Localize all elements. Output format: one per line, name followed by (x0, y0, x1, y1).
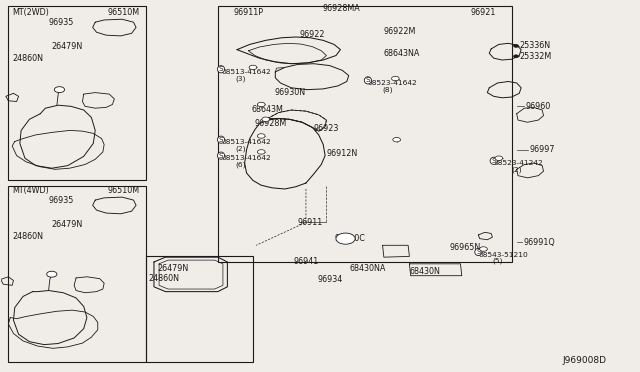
Text: 68643NA: 68643NA (384, 49, 420, 58)
Text: 96965N: 96965N (450, 243, 481, 251)
Text: 08513-41642: 08513-41642 (221, 69, 271, 75)
Text: 08543-51210: 08543-51210 (478, 251, 528, 257)
Text: S: S (219, 137, 223, 143)
Text: 96921: 96921 (470, 8, 495, 17)
Bar (8, 186, 147, 362)
Text: 08513-41642: 08513-41642 (221, 139, 271, 145)
Text: S: S (365, 77, 370, 83)
Circle shape (249, 65, 257, 70)
Text: 96922M: 96922M (384, 26, 416, 36)
Text: 96935: 96935 (49, 196, 74, 205)
Text: 96510M: 96510M (108, 186, 140, 195)
Text: 96934: 96934 (317, 275, 342, 284)
Text: (5): (5) (492, 258, 503, 264)
Text: 68430NA: 68430NA (349, 264, 386, 273)
Text: 08513-41642: 08513-41642 (221, 155, 271, 161)
Text: 96960: 96960 (525, 102, 551, 111)
Text: (3): (3) (236, 75, 246, 82)
Text: 96910C: 96910C (334, 234, 365, 243)
Text: 25336N: 25336N (519, 41, 550, 51)
Text: 96928MA: 96928MA (323, 4, 360, 13)
Text: 68643M: 68643M (251, 105, 283, 114)
Circle shape (336, 233, 355, 244)
Circle shape (479, 247, 487, 251)
Text: (8): (8) (383, 86, 393, 93)
Circle shape (257, 134, 265, 138)
Text: 24860N: 24860N (12, 232, 43, 241)
Text: 26479N: 26479N (52, 220, 83, 229)
Circle shape (257, 102, 265, 107)
Text: 96997: 96997 (529, 145, 555, 154)
Bar (8, 6, 147, 180)
Text: MT(2WD): MT(2WD) (12, 8, 49, 17)
Text: 08523-41242: 08523-41242 (493, 160, 543, 166)
Text: 96911: 96911 (298, 218, 323, 227)
Text: (2): (2) (511, 166, 522, 173)
Circle shape (392, 76, 399, 81)
Text: 96510M: 96510M (108, 8, 140, 17)
Text: 96991Q: 96991Q (523, 238, 555, 247)
Text: S: S (492, 158, 496, 164)
Text: 96941: 96941 (293, 257, 319, 266)
Text: 96928M: 96928M (255, 119, 287, 128)
Text: 25332M: 25332M (519, 52, 552, 61)
Circle shape (54, 87, 65, 93)
Text: 24860N: 24860N (149, 274, 180, 283)
Text: S: S (219, 153, 223, 158)
Text: 24860N: 24860N (12, 54, 43, 63)
Text: 26479N: 26479N (157, 264, 188, 273)
Circle shape (262, 117, 269, 122)
Text: 98523-41642: 98523-41642 (368, 80, 418, 86)
Text: S: S (219, 66, 223, 72)
Text: S: S (476, 249, 481, 255)
Text: MT(4WD): MT(4WD) (12, 186, 49, 195)
Text: (6): (6) (236, 161, 246, 168)
Circle shape (495, 156, 502, 160)
Bar (147, 256, 253, 362)
Circle shape (513, 44, 518, 47)
Circle shape (513, 55, 518, 58)
Bar (218, 6, 511, 262)
Text: 96935: 96935 (49, 18, 74, 27)
Text: 96923: 96923 (314, 124, 339, 133)
Text: 68430N: 68430N (410, 267, 440, 276)
Text: (2): (2) (236, 146, 246, 152)
Text: 96930N: 96930N (274, 88, 305, 97)
Text: 96922: 96922 (300, 29, 325, 39)
Circle shape (47, 271, 57, 277)
Circle shape (257, 150, 265, 154)
Text: 96911P: 96911P (234, 8, 264, 17)
Text: 26479N: 26479N (52, 42, 83, 51)
Text: 96912N: 96912N (326, 149, 358, 158)
Circle shape (393, 137, 401, 142)
Text: J969008D: J969008D (563, 356, 607, 365)
